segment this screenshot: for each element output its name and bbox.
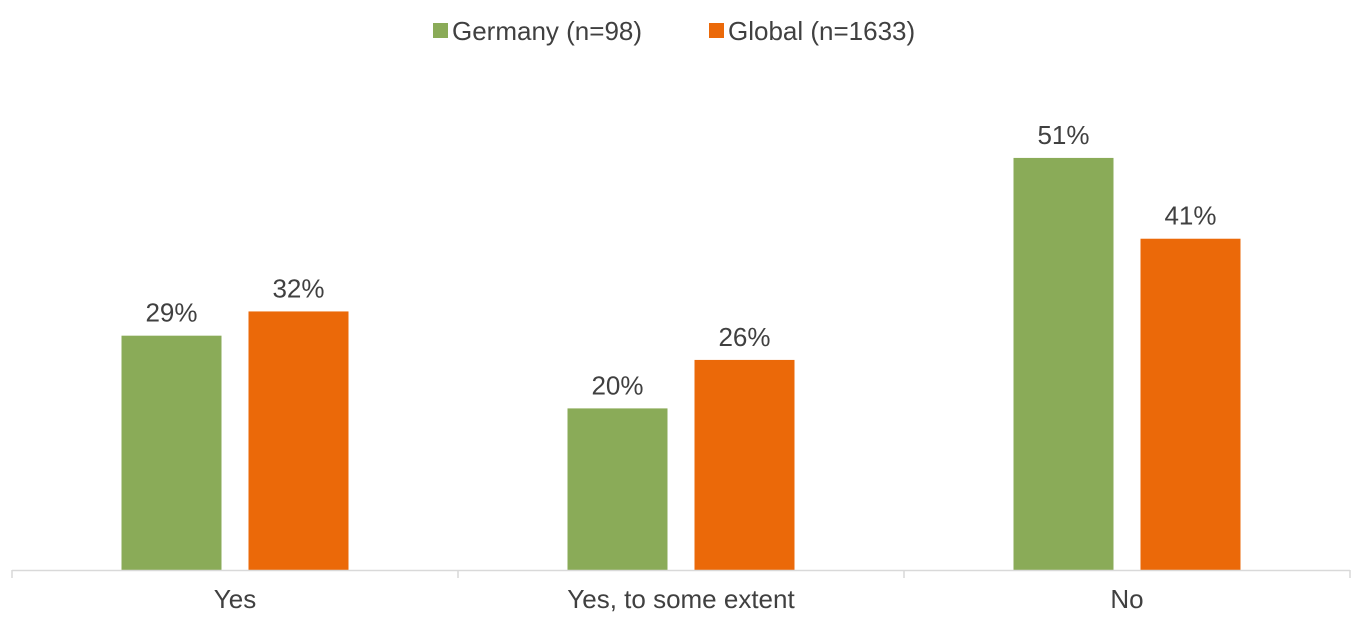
- bar-germany-1: [567, 408, 668, 570]
- x-tick-label-2: No: [1110, 584, 1143, 614]
- bar-germany-2: [1013, 157, 1114, 571]
- data-label-germany-1: 20%: [591, 370, 643, 400]
- data-label-germany-0: 29%: [145, 298, 197, 328]
- data-labels: 29% 32% 20% 26% 51% 41%: [145, 120, 1216, 400]
- legend: Germany (n=98) Global (n=1633): [433, 16, 915, 46]
- legend-swatch-global: [709, 23, 724, 38]
- data-label-global-2: 41%: [1164, 201, 1216, 231]
- data-label-global-0: 32%: [272, 273, 324, 303]
- bar-global-1: [694, 359, 795, 570]
- x-tick-label-1: Yes, to some extent: [567, 584, 795, 614]
- bar-global-2: [1140, 238, 1241, 570]
- legend-swatch-germany: [433, 23, 448, 38]
- legend-label-germany: Germany (n=98): [452, 16, 642, 46]
- x-tick-label-0: Yes: [214, 584, 256, 614]
- bar-germany-0: [121, 335, 222, 570]
- bar-global-0: [248, 311, 349, 570]
- data-label-germany-2: 51%: [1037, 120, 1089, 150]
- legend-label-global: Global (n=1633): [728, 16, 915, 46]
- data-label-global-1: 26%: [718, 322, 770, 352]
- bars: [121, 157, 1241, 571]
- x-axis: Yes Yes, to some extent No: [11, 569, 1351, 614]
